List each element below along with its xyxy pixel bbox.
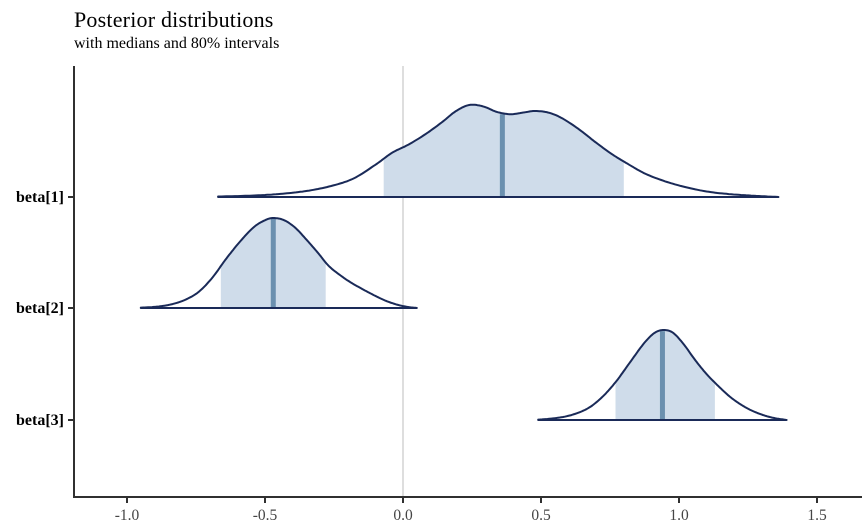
density-curve-beta-3: [537, 329, 788, 421]
x-tick-label: -0.5: [253, 507, 278, 524]
x-tick-label: 1.5: [807, 507, 827, 524]
interval-band-beta-3: [615, 330, 715, 420]
density-curve-beta-2: [139, 217, 418, 309]
x-tick-label: 0.0: [393, 507, 413, 524]
y-tick-label: beta[2]: [16, 300, 64, 317]
y-tick-label: beta[1]: [16, 189, 64, 206]
chart-subtitle: with medians and 80% intervals: [74, 35, 280, 52]
density-curve-beta-1: [217, 103, 780, 198]
chart-title: Posterior distributions: [74, 7, 274, 32]
x-tick-label: 0.5: [531, 507, 551, 524]
x-tick-label: 1.0: [669, 507, 689, 524]
x-tick-label: -1.0: [115, 507, 140, 524]
y-tick-label: beta[3]: [16, 412, 64, 429]
